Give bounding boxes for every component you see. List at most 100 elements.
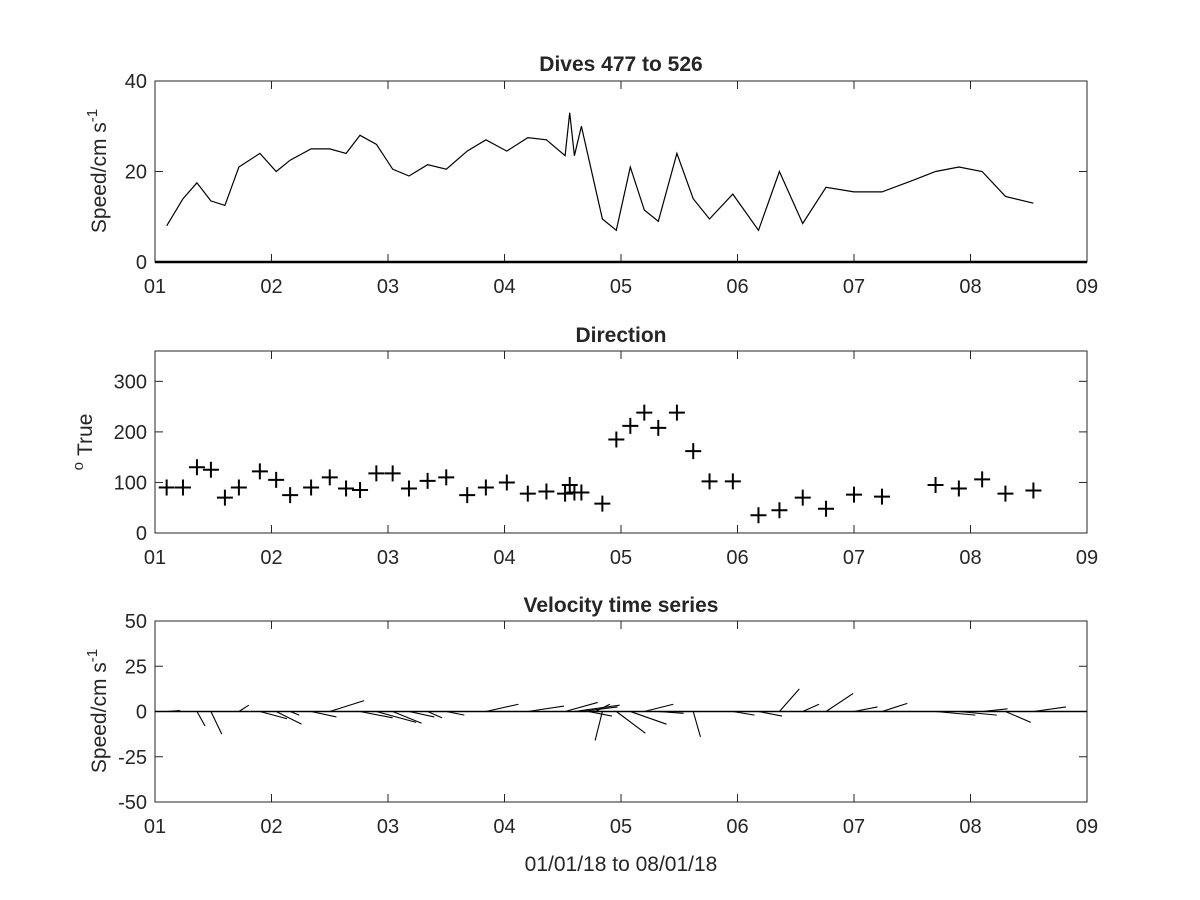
y-tick-label: 300 <box>114 371 147 393</box>
velocity-stick <box>196 711 206 727</box>
x-tick-label: 08 <box>959 547 981 569</box>
velocity-stick <box>692 711 701 737</box>
direction-marker <box>594 495 611 512</box>
velocity-stick <box>392 710 422 724</box>
velocity-stick <box>881 702 908 713</box>
velocity-stick <box>210 711 223 735</box>
direction-marker <box>573 484 590 501</box>
x-tick-label: 06 <box>726 276 748 298</box>
x-tick-label: 05 <box>610 547 632 569</box>
velocity-stick <box>359 710 393 719</box>
y-tick-label: 25 <box>125 656 147 678</box>
x-tick-label: 02 <box>260 276 282 298</box>
velocity-stick <box>446 710 465 716</box>
direction-marker <box>174 479 191 496</box>
direction-marker <box>771 502 788 519</box>
velocity-stick <box>732 710 755 716</box>
direction-marker <box>419 472 436 489</box>
velocity-stick <box>982 708 1008 713</box>
direction-marker <box>650 419 667 436</box>
x-tick-label: 04 <box>493 816 515 838</box>
velocity-ylabel: Speed/cm s-1 <box>84 649 111 773</box>
direction-marker <box>459 487 476 504</box>
velocity-stick <box>238 704 250 712</box>
y-tick-label: -25 <box>118 747 147 769</box>
y-tick-label: 0 <box>136 252 147 274</box>
direction-marker <box>636 404 653 421</box>
velocity-stick <box>758 710 783 717</box>
x-tick-label: 05 <box>610 276 632 298</box>
x-tick-label: 08 <box>959 816 981 838</box>
velocity-stick <box>376 710 417 723</box>
direction-marker <box>158 479 175 496</box>
x-tick-label: 01 <box>144 816 166 838</box>
velocity-stick <box>588 710 613 717</box>
direction-marker <box>557 485 574 502</box>
x-tick-label: 09 <box>1076 276 1098 298</box>
direction-marker <box>321 469 338 486</box>
x-tick-label: 02 <box>260 547 282 569</box>
velocity-stick <box>644 703 674 713</box>
direction-marker <box>1025 482 1042 499</box>
velocity-stick <box>935 710 976 716</box>
y-tick-label: 200 <box>114 422 147 444</box>
speed-panel: Dives 477 to 526 Speed/cm s-1 01 02 03 04 05… <box>84 53 1098 298</box>
direction-marker <box>685 443 702 460</box>
x-tick-label: 03 <box>377 547 399 569</box>
velocity-stick <box>527 705 565 713</box>
direction-marker <box>188 459 205 476</box>
velocity-stick <box>594 711 603 741</box>
direction-ylabel: oTrue <box>70 414 97 471</box>
velocity-stick <box>564 701 598 713</box>
direction-marker <box>498 474 515 491</box>
velocity-stick <box>958 710 997 716</box>
direction-marker <box>608 431 625 448</box>
velocity-stick <box>485 703 519 713</box>
direction-marker <box>668 404 685 421</box>
velocity-stick <box>802 703 820 713</box>
direction-title: Direction <box>575 324 666 347</box>
direction-marker <box>251 463 268 480</box>
direction-marker <box>303 479 320 496</box>
velocity-stick <box>289 710 300 716</box>
velocity-stick <box>275 711 302 725</box>
velocity-stick <box>825 692 854 712</box>
x-tick-label: 01 <box>144 547 166 569</box>
x-tick-label: 07 <box>843 547 865 569</box>
direction-marker <box>997 485 1014 502</box>
y-tick-label: 50 <box>125 611 147 633</box>
x-tick-label: 03 <box>377 816 399 838</box>
velocity-panel: Velocity time series Speed/cm s-1 01/01/… <box>84 594 1098 876</box>
velocity-stick <box>779 688 800 712</box>
velocity-stick <box>259 710 288 720</box>
direction-marker <box>384 465 401 482</box>
direction-marker <box>438 469 455 486</box>
direction-marker <box>519 485 536 502</box>
direction-marker <box>701 473 718 490</box>
y-tick-label: -50 <box>118 792 147 814</box>
y-tick-label: 0 <box>136 523 147 545</box>
velocity-stick <box>427 710 443 719</box>
x-tick-label: 07 <box>843 276 865 298</box>
x-tick-label: 07 <box>843 816 865 838</box>
direction-marker <box>750 507 767 524</box>
direction-marker <box>352 482 369 499</box>
direction-marker <box>950 480 967 497</box>
direction-marker <box>622 417 639 434</box>
x-tick-label: 02 <box>260 816 282 838</box>
velocity-stick <box>616 711 646 734</box>
y-tick-label: 40 <box>125 71 147 93</box>
x-tick-label: 05 <box>610 816 632 838</box>
x-tick-label: 04 <box>493 276 515 298</box>
x-tick-label: 04 <box>493 547 515 569</box>
velocity-stick <box>853 706 878 713</box>
speed-title: Dives 477 to 526 <box>539 53 702 76</box>
x-tick-label: 06 <box>726 547 748 569</box>
x-tick-label: 01 <box>144 276 166 298</box>
direction-panel: Direction oTrue 01 02 03 04 05 06 07 08 09 0 100 20… <box>70 324 1098 569</box>
velocity-stick <box>1033 706 1067 713</box>
velocity-stick <box>310 710 337 718</box>
x-tick-label: 09 <box>1076 816 1098 838</box>
speed-line <box>166 112 1034 232</box>
